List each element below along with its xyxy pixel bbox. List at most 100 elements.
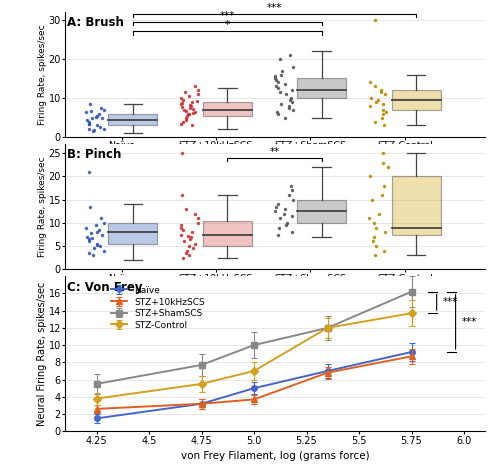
Point <box>181 88 189 96</box>
Point <box>89 252 97 259</box>
Point <box>96 124 104 131</box>
Text: ***: *** <box>462 317 477 327</box>
Point <box>182 249 190 257</box>
Text: C: Von Frey: C: Von Frey <box>67 281 142 294</box>
Point <box>194 97 202 105</box>
Point <box>288 182 296 190</box>
Point <box>178 99 186 107</box>
Point <box>83 116 91 123</box>
Point <box>272 208 280 215</box>
Point <box>86 100 94 108</box>
Text: ***: *** <box>443 297 458 308</box>
Y-axis label: Firing Rate, spikes/sec: Firing Rate, spikes/sec <box>38 156 47 257</box>
Point <box>376 86 384 94</box>
Point <box>82 108 90 116</box>
Text: B: Pinch: B: Pinch <box>67 148 122 161</box>
Text: ***: *** <box>220 11 235 21</box>
Point <box>289 63 297 71</box>
Point <box>178 103 186 110</box>
Point <box>274 79 282 86</box>
Point <box>285 102 293 109</box>
X-axis label: von Frey Filament, log (grams force): von Frey Filament, log (grams force) <box>180 451 370 461</box>
FancyBboxPatch shape <box>392 90 440 110</box>
Point <box>178 224 186 231</box>
Point <box>278 100 285 108</box>
Point <box>372 242 380 250</box>
FancyBboxPatch shape <box>203 102 252 116</box>
Point <box>98 114 106 121</box>
Point <box>281 205 289 213</box>
Text: **: ** <box>270 147 280 157</box>
FancyBboxPatch shape <box>108 114 158 126</box>
Point <box>85 120 93 128</box>
Point <box>177 120 185 128</box>
FancyBboxPatch shape <box>297 79 346 98</box>
Point <box>188 105 196 113</box>
Point <box>270 73 278 80</box>
Point <box>276 71 284 78</box>
Point <box>384 164 392 171</box>
Point <box>194 215 202 222</box>
Point <box>85 249 93 257</box>
Point <box>374 96 382 104</box>
Point <box>189 245 197 252</box>
Point <box>366 173 374 180</box>
Point <box>90 245 98 252</box>
Point <box>272 75 280 82</box>
Point <box>372 98 380 106</box>
Point <box>380 106 388 114</box>
Point <box>85 168 93 176</box>
Point <box>288 228 296 236</box>
Point <box>375 210 383 218</box>
Point <box>100 106 108 114</box>
Point <box>288 98 296 106</box>
Point <box>84 118 92 125</box>
Point <box>186 252 194 259</box>
Point <box>272 82 280 90</box>
Point <box>188 233 196 241</box>
Point <box>179 118 187 125</box>
Point <box>365 215 373 222</box>
FancyBboxPatch shape <box>392 176 440 235</box>
Point <box>186 92 194 100</box>
Point <box>276 55 283 63</box>
Point <box>285 191 293 199</box>
Point <box>382 108 390 116</box>
Point <box>180 96 188 104</box>
Point <box>191 240 199 247</box>
Point <box>272 203 280 210</box>
Point <box>184 232 192 240</box>
Point <box>93 122 101 129</box>
Point <box>194 86 202 94</box>
Point <box>96 242 104 250</box>
Point <box>381 91 389 98</box>
Point <box>186 236 194 243</box>
Point <box>288 94 296 102</box>
Point <box>185 110 193 118</box>
Point <box>88 107 96 114</box>
Point <box>84 120 92 128</box>
Point <box>98 104 106 112</box>
Point <box>180 237 188 245</box>
Point <box>288 86 296 94</box>
Point <box>182 107 190 114</box>
Point <box>188 102 196 109</box>
Point <box>289 196 297 203</box>
Point <box>278 67 286 74</box>
Point <box>274 231 282 238</box>
Point <box>274 84 282 92</box>
Point <box>286 51 294 59</box>
Point <box>380 149 388 157</box>
Y-axis label: Neural Firing Rate, spikes/sec: Neural Firing Rate, spikes/sec <box>37 282 47 426</box>
Point <box>184 111 192 118</box>
Point <box>98 215 106 222</box>
Point <box>89 128 97 135</box>
Text: A: Brush: A: Brush <box>67 16 124 28</box>
Text: ***: *** <box>267 3 282 13</box>
Point <box>378 191 386 199</box>
Point <box>82 224 90 231</box>
Point <box>371 252 379 259</box>
Point <box>272 77 280 84</box>
Point <box>186 101 194 109</box>
Point <box>183 112 191 119</box>
